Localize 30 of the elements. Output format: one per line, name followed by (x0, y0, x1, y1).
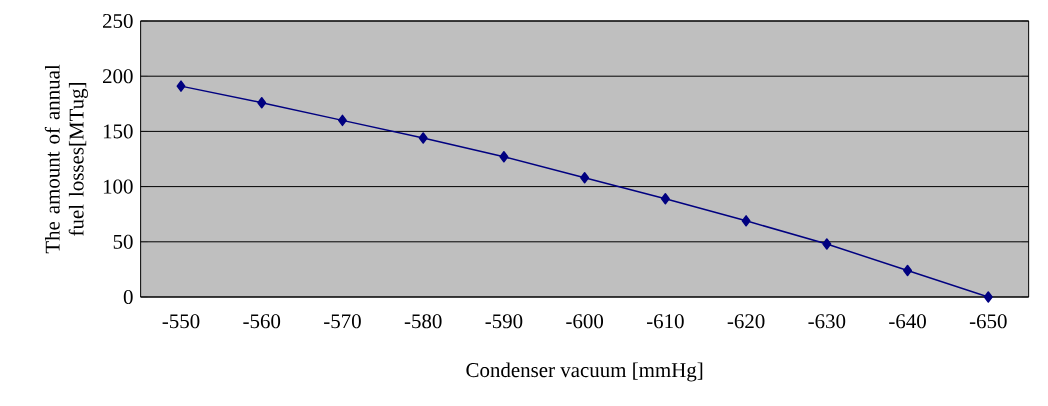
x-tick-label: -620 (727, 314, 765, 329)
y-tick-label: 200 (103, 69, 133, 84)
x-tick-label: -560 (243, 314, 281, 329)
point (822, 238, 832, 250)
y-tick-label: 100 (103, 179, 133, 194)
point (257, 96, 267, 109)
point (418, 132, 428, 144)
x-tick-label: -640 (889, 314, 926, 329)
point (499, 151, 509, 163)
x-axis-title: Condenser vacuum [mmHg] (466, 362, 703, 382)
point (903, 264, 913, 277)
y-tick-label: 0 (123, 289, 133, 305)
point (337, 114, 347, 127)
x-tick-label: -600 (566, 314, 604, 329)
x-tick-label: -650 (969, 314, 1007, 329)
y-tick-label: 150 (103, 124, 133, 139)
point (741, 215, 751, 227)
x-tick-label: -630 (808, 314, 846, 329)
y-axis-title: The amount of annual fuel losses[MTug] (44, 64, 88, 254)
x-tick-label: -610 (646, 314, 684, 329)
point (660, 192, 670, 205)
y-tick-label: 250 (103, 13, 133, 29)
x-tick-label: -590 (485, 314, 523, 329)
point (580, 172, 590, 184)
point (176, 80, 186, 92)
point (983, 291, 993, 303)
x-tick-label: -570 (324, 314, 361, 329)
x-tick-label: -550 (162, 314, 200, 329)
y-tick-label: 50 (113, 234, 133, 249)
x-tick-label: -580 (404, 314, 442, 329)
